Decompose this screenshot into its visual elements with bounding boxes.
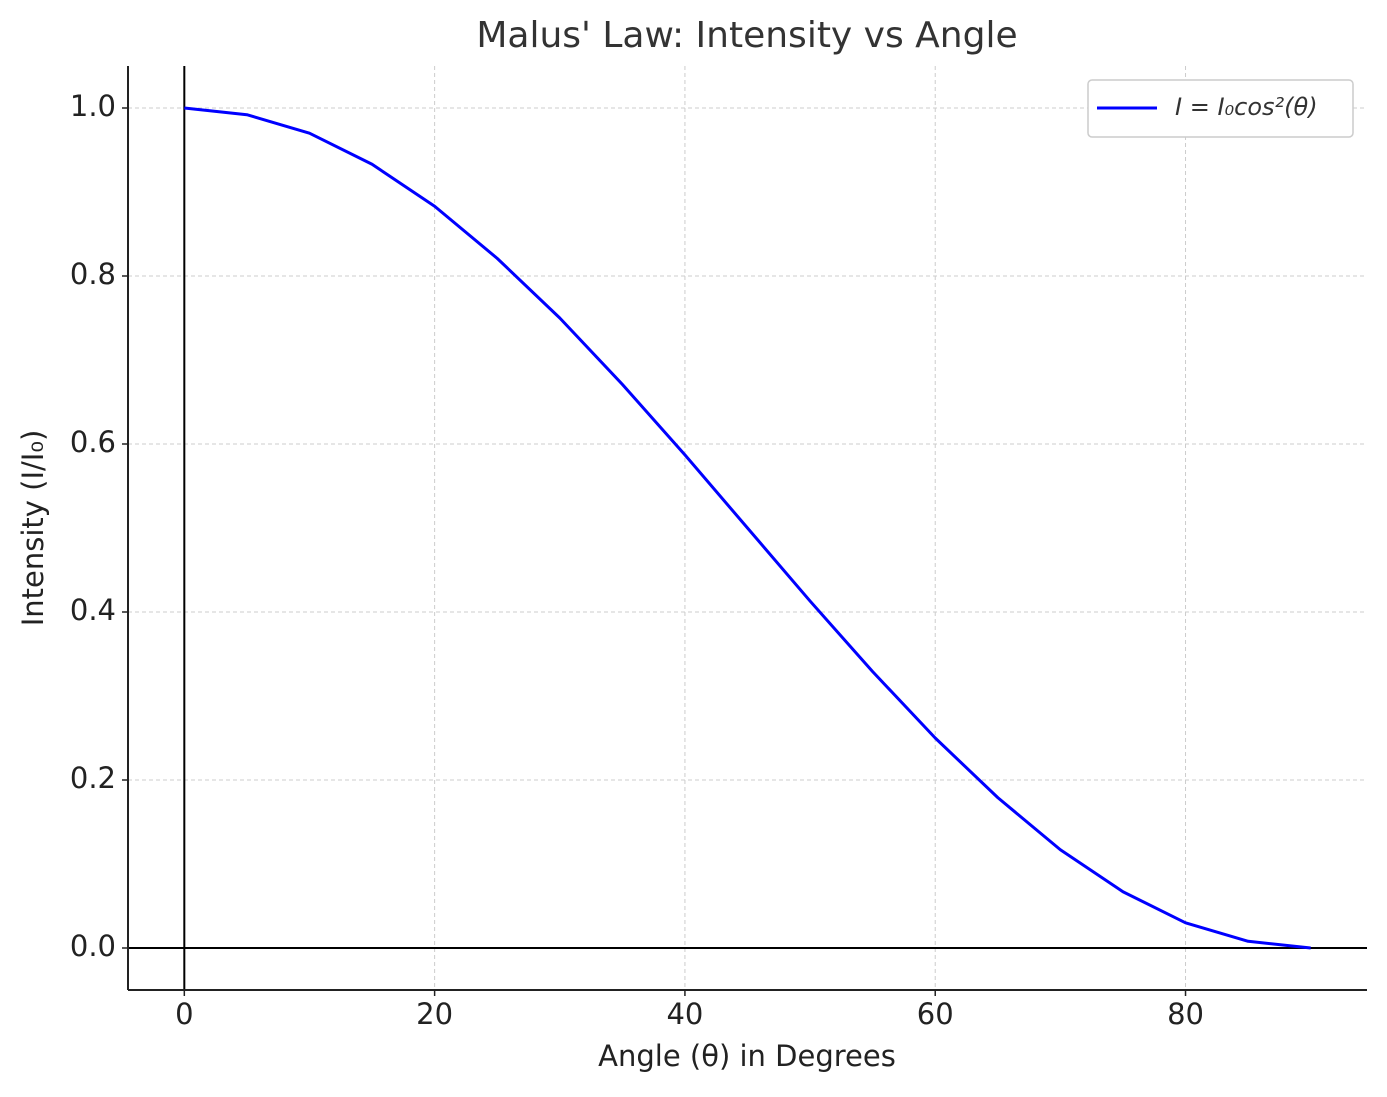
y-tick-label: 1.0 — [70, 89, 116, 123]
series-line — [184, 106, 1311, 950]
chart-title: Malus' Law: Intensity vs Angle — [476, 15, 1017, 56]
y-axis-label: Intensity (I/I₀) — [16, 430, 50, 627]
legend-box — [1087, 79, 1354, 138]
y-tick-label: 0.4 — [70, 593, 116, 627]
x-tick-label: 40 — [666, 997, 703, 1031]
x-tick-label: 0 — [175, 997, 193, 1031]
y-tick-label: 0.8 — [70, 257, 116, 291]
y-tick-label: 0.6 — [70, 425, 116, 459]
legend: I = I₀cos²(θ) — [1087, 79, 1354, 138]
x-tick-label: 20 — [416, 997, 453, 1031]
legend-label: I = I₀cos²(θ) — [1175, 93, 1318, 121]
x-tick-label: 80 — [1167, 997, 1204, 1031]
y-tick-label: 0.2 — [70, 761, 116, 795]
x-tick-label: 60 — [917, 997, 954, 1031]
x-axis-label: Angle (θ) in Degrees — [598, 1039, 896, 1073]
y-tick-label: 0.0 — [70, 929, 116, 963]
